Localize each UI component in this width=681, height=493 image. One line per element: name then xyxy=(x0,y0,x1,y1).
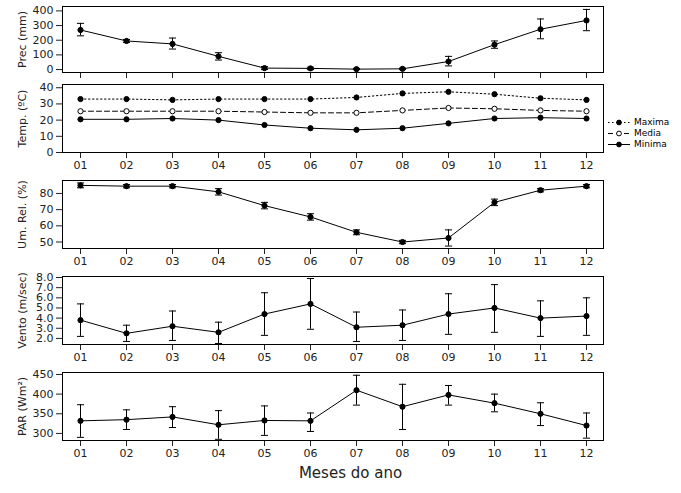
svg-text:01: 01 xyxy=(74,255,88,268)
svg-text:70: 70 xyxy=(40,203,54,216)
svg-text:07: 07 xyxy=(350,255,364,268)
svg-text:30: 30 xyxy=(40,97,54,110)
svg-text:05: 05 xyxy=(258,159,272,172)
svg-text:07: 07 xyxy=(350,159,364,172)
svg-text:09: 09 xyxy=(442,351,456,364)
svg-text:100: 100 xyxy=(33,48,54,61)
svg-text:20: 20 xyxy=(40,114,54,127)
svg-text:10: 10 xyxy=(488,351,502,364)
svg-text:08: 08 xyxy=(396,447,410,460)
svg-text:0: 0 xyxy=(47,146,54,159)
svg-text:80: 80 xyxy=(40,187,54,200)
svg-text:07: 07 xyxy=(350,447,364,460)
html-text:Meses do ano: Meses do ano xyxy=(298,464,403,482)
svg-text:350: 350 xyxy=(33,407,54,420)
svg-text:400: 400 xyxy=(33,4,54,17)
html-text:Media: Media xyxy=(634,128,661,138)
html-text:Minima: Minima xyxy=(634,139,667,149)
svg-text:12: 12 xyxy=(580,447,594,460)
svg-text:05: 05 xyxy=(258,255,272,268)
svg-text:10: 10 xyxy=(488,447,502,460)
svg-text:03: 03 xyxy=(166,351,180,364)
svg-text:04: 04 xyxy=(212,159,226,172)
svg-text:09: 09 xyxy=(442,255,456,268)
svg-text:02: 02 xyxy=(120,159,134,172)
svg-text:12: 12 xyxy=(580,159,594,172)
svg-text:10: 10 xyxy=(40,130,54,143)
svg-text:Temp. (ºC): Temp. (ºC) xyxy=(16,90,29,149)
svg-text:2.0: 2.0 xyxy=(36,331,54,345)
svg-text:11: 11 xyxy=(534,255,548,268)
svg-text:4.0: 4.0 xyxy=(36,311,54,325)
svg-text:0: 0 xyxy=(47,63,54,76)
svg-text:10: 10 xyxy=(488,255,502,268)
svg-text:05: 05 xyxy=(258,447,272,460)
svg-text:450: 450 xyxy=(33,368,54,381)
svg-text:Vento (m/sec): Vento (m/sec) xyxy=(16,272,29,349)
svg-text:40: 40 xyxy=(40,81,54,94)
svg-text:7.0: 7.0 xyxy=(36,281,54,295)
svg-text:09: 09 xyxy=(442,159,456,172)
svg-text:300: 300 xyxy=(33,19,54,32)
svg-text:12: 12 xyxy=(580,351,594,364)
svg-text:01: 01 xyxy=(74,351,88,364)
svg-text:06: 06 xyxy=(304,351,318,364)
svg-text:02: 02 xyxy=(120,447,134,460)
svg-text:06: 06 xyxy=(304,447,318,460)
svg-text:300: 300 xyxy=(33,427,54,440)
html-text:Maxima: Maxima xyxy=(634,117,670,127)
svg-text:5.0: 5.0 xyxy=(36,301,54,315)
svg-text:06: 06 xyxy=(304,159,318,172)
svg-text:11: 11 xyxy=(534,447,548,460)
svg-text:07: 07 xyxy=(350,351,364,364)
svg-text:06: 06 xyxy=(304,255,318,268)
svg-text:12: 12 xyxy=(580,255,594,268)
svg-text:03: 03 xyxy=(166,447,180,460)
svg-text:08: 08 xyxy=(396,159,410,172)
svg-text:01: 01 xyxy=(74,447,88,460)
svg-text:05: 05 xyxy=(258,351,272,364)
svg-text:3.0: 3.0 xyxy=(36,321,54,335)
svg-text:01: 01 xyxy=(74,159,88,172)
svg-text:11: 11 xyxy=(534,159,548,172)
svg-text:Um. Rel. (%): Um. Rel. (%) xyxy=(16,180,29,249)
svg-text:PAR (Wm²): PAR (Wm²) xyxy=(16,377,29,436)
svg-text:08: 08 xyxy=(396,351,410,364)
svg-text:200: 200 xyxy=(33,34,54,47)
svg-text:400: 400 xyxy=(33,388,54,401)
svg-text:04: 04 xyxy=(212,447,226,460)
svg-text:03: 03 xyxy=(166,255,180,268)
svg-text:08: 08 xyxy=(396,255,410,268)
svg-text:04: 04 xyxy=(212,255,226,268)
svg-text:04: 04 xyxy=(212,351,226,364)
svg-text:50: 50 xyxy=(40,236,54,249)
svg-text:Prec (mm): Prec (mm) xyxy=(16,11,29,68)
svg-text:10: 10 xyxy=(488,159,502,172)
svg-text:8.0: 8.0 xyxy=(36,271,54,284)
svg-text:02: 02 xyxy=(120,351,134,364)
svg-text:6.0: 6.0 xyxy=(36,291,54,305)
svg-text:02: 02 xyxy=(120,255,134,268)
svg-text:03: 03 xyxy=(166,159,180,172)
svg-text:60: 60 xyxy=(40,219,54,232)
svg-text:11: 11 xyxy=(534,351,548,364)
svg-text:09: 09 xyxy=(442,447,456,460)
